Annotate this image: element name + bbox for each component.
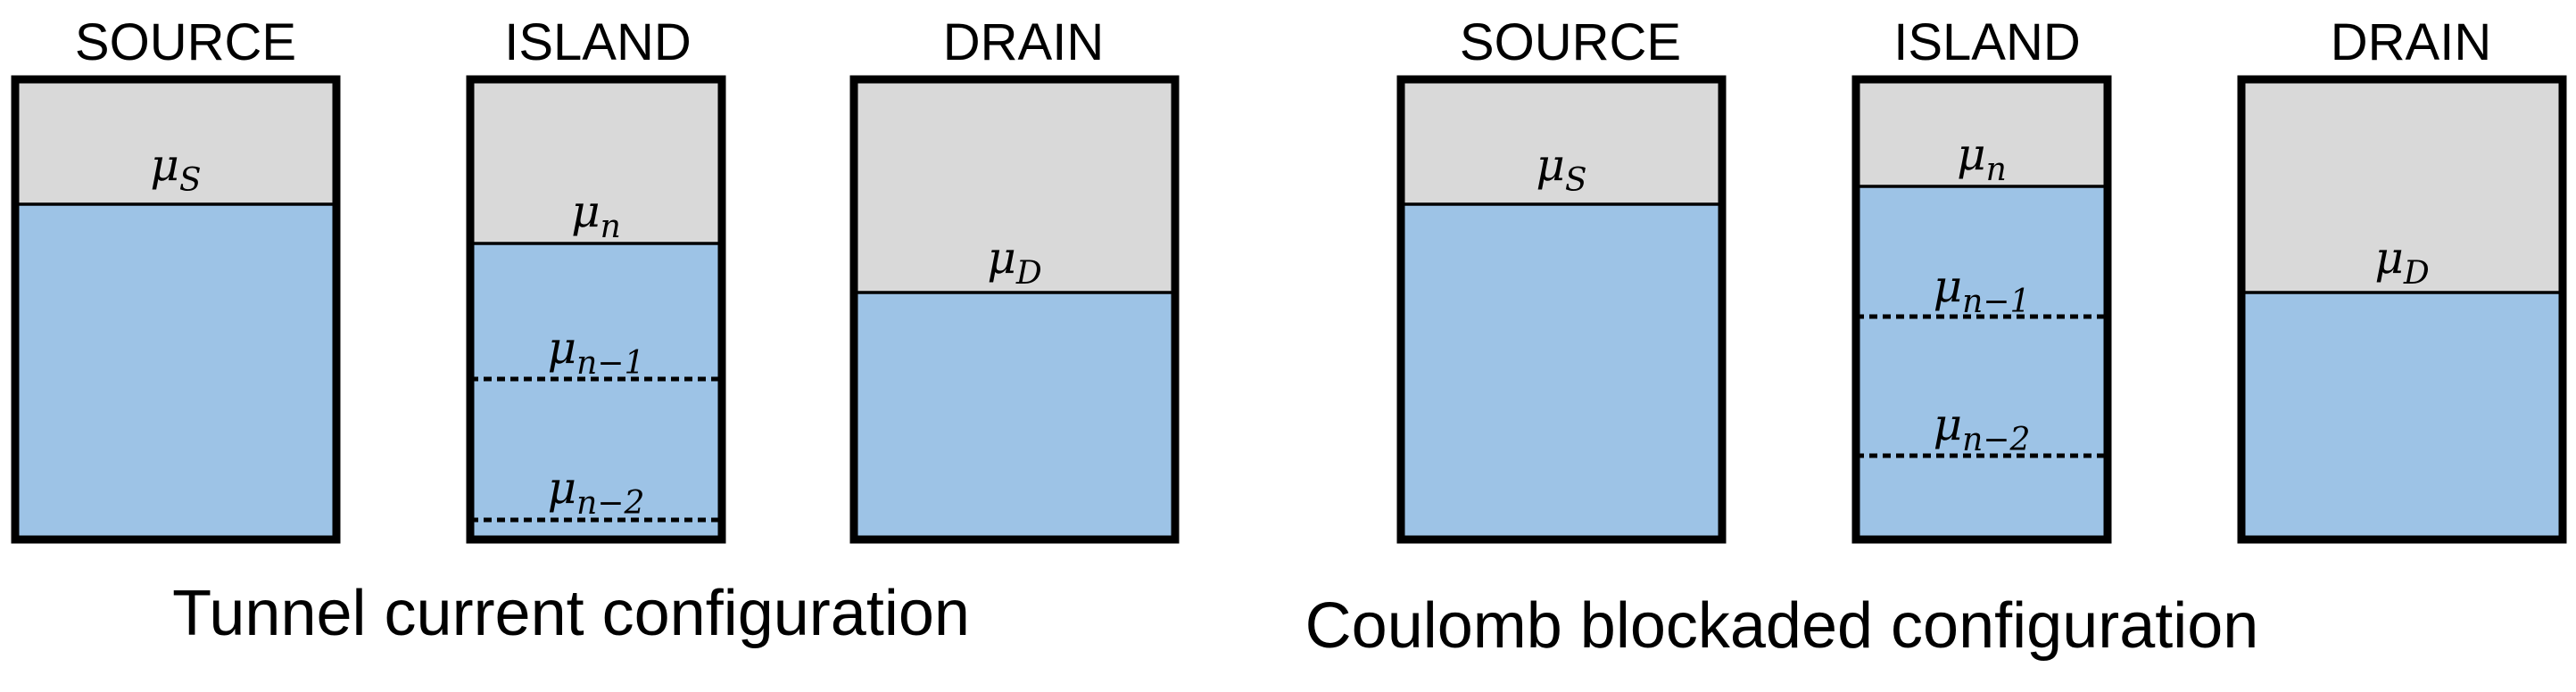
box-header: SOURCE xyxy=(75,13,296,71)
mu-subscript: D xyxy=(1015,255,1042,292)
box-header: SOURCE xyxy=(1460,13,1681,71)
mu-subscript: D xyxy=(2403,255,2430,292)
mu-subscript: n−1 xyxy=(576,345,644,382)
empty-states-region xyxy=(15,79,336,204)
mu-label: μn−2 xyxy=(548,462,645,522)
mu-subscript: S xyxy=(179,162,202,199)
mu-symbol: μ xyxy=(1934,399,1963,450)
mu-label: μS xyxy=(1536,139,1586,199)
empty-states-region xyxy=(470,79,722,243)
filled-states-region xyxy=(470,243,722,540)
filled-states-region xyxy=(1401,204,1722,540)
mu-subscript: n−2 xyxy=(1962,422,2030,458)
panel-caption: Tunnel current configuration xyxy=(172,578,970,649)
mu-symbol: μ xyxy=(987,232,1016,284)
mu-subscript: n−2 xyxy=(576,485,644,522)
panel-caption: Coulomb blockaded configuration xyxy=(1305,590,2259,662)
mu-label: μD xyxy=(2374,232,2430,292)
energy-box-drain: DRAIN μD xyxy=(849,13,1180,544)
filled-states-region xyxy=(854,292,1175,540)
mu-label: μn−1 xyxy=(548,322,645,382)
energy-box-source: SOURCE μS xyxy=(11,13,341,544)
mu-symbol: μ xyxy=(2374,232,2404,284)
mu-symbol: μ xyxy=(548,462,577,514)
mu-symbol: μ xyxy=(1934,260,1963,312)
box-frame xyxy=(1851,75,2112,544)
mu-subscript: S xyxy=(1565,162,1587,199)
filled-states-region xyxy=(2241,292,2563,540)
mu-symbol: μ xyxy=(150,139,179,191)
box-header: DRAIN xyxy=(943,13,1104,71)
box-header: ISLAND xyxy=(1893,13,2081,71)
mu-label: μn−2 xyxy=(1934,399,2031,458)
box-frame xyxy=(2237,75,2567,544)
mu-subscript: n xyxy=(1986,152,2007,188)
empty-states-region xyxy=(854,79,1175,292)
mu-label: μD xyxy=(987,232,1042,292)
box-frame xyxy=(849,75,1180,544)
mu-subscript: n xyxy=(601,209,621,245)
box-frame xyxy=(466,75,726,544)
mu-symbol: μ xyxy=(1536,139,1565,191)
empty-states-region xyxy=(1401,79,1722,204)
mu-label: μn xyxy=(1957,128,2007,188)
box-frame xyxy=(11,75,341,544)
mu-symbol: μ xyxy=(1957,128,1986,180)
mu-symbol: μ xyxy=(571,185,601,237)
mu-label: μS xyxy=(150,139,201,199)
empty-states-region xyxy=(2241,79,2563,292)
box-header: ISLAND xyxy=(504,13,692,71)
mu-symbol: μ xyxy=(548,322,577,374)
filled-states-region xyxy=(15,204,336,540)
box-header: DRAIN xyxy=(2331,13,2491,71)
filled-states-region xyxy=(1856,186,2108,540)
empty-states-region xyxy=(1856,79,2108,186)
box-frame xyxy=(1396,75,1727,544)
mu-label: μn−1 xyxy=(1934,260,2031,320)
mu-label: μn xyxy=(571,185,621,245)
energy-box-drain: DRAIN μD xyxy=(2237,13,2567,544)
energy-box-source: SOURCE μS xyxy=(1396,13,1727,544)
mu-subscript: n−1 xyxy=(1962,284,2030,320)
